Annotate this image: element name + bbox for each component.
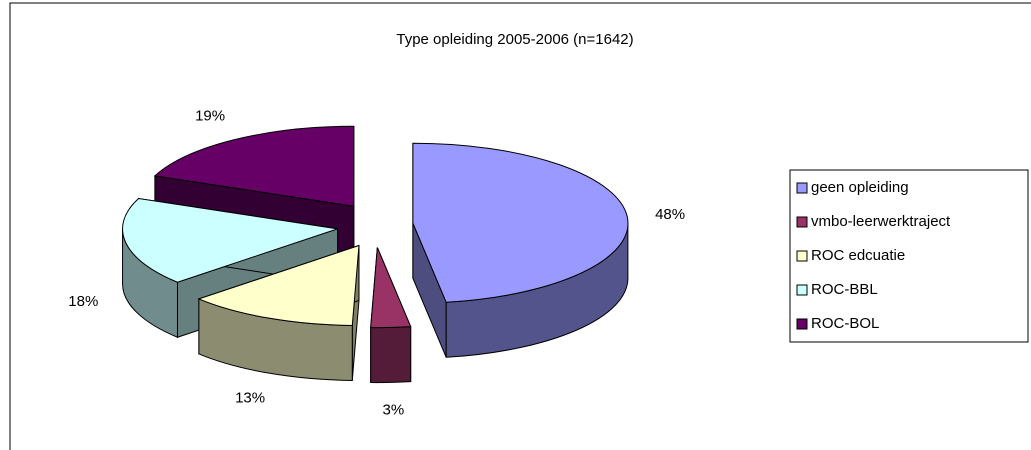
legend-swatch	[796, 250, 808, 262]
slice	[412, 142, 629, 303]
legend-swatch	[796, 182, 808, 194]
legend-box	[789, 169, 1029, 343]
slice	[153, 125, 355, 207]
slice-outer-wall	[370, 326, 412, 384]
pie-tops: 48% 3% 13% 18% 19%	[68, 107, 685, 418]
legend-label: vmbo-leerwerktraject	[811, 213, 951, 230]
slice	[122, 197, 338, 283]
legend: geen opleiding vmbo-leerwerktraject ROC ed…	[796, 179, 951, 332]
legend-label: ROC-BOL	[811, 315, 879, 332]
legend-swatch	[796, 318, 808, 330]
data-label: 48%	[655, 206, 685, 223]
slice	[370, 247, 412, 329]
data-label: 19%	[195, 107, 225, 124]
legend-swatch	[796, 284, 808, 296]
data-label: 18%	[68, 293, 98, 310]
legend-label: ROC-BBL	[811, 281, 878, 298]
data-label: 13%	[235, 389, 265, 406]
chart-title: Type opleiding 2005-2006 (n=1642)	[396, 31, 633, 48]
slice	[197, 244, 360, 326]
chart-border	[9, 2, 1031, 450]
legend-swatch	[796, 216, 808, 228]
legend-label: ROC edcuatie	[811, 247, 905, 264]
legend-label: geen opleiding	[811, 179, 909, 196]
data-label: 3%	[383, 401, 405, 418]
